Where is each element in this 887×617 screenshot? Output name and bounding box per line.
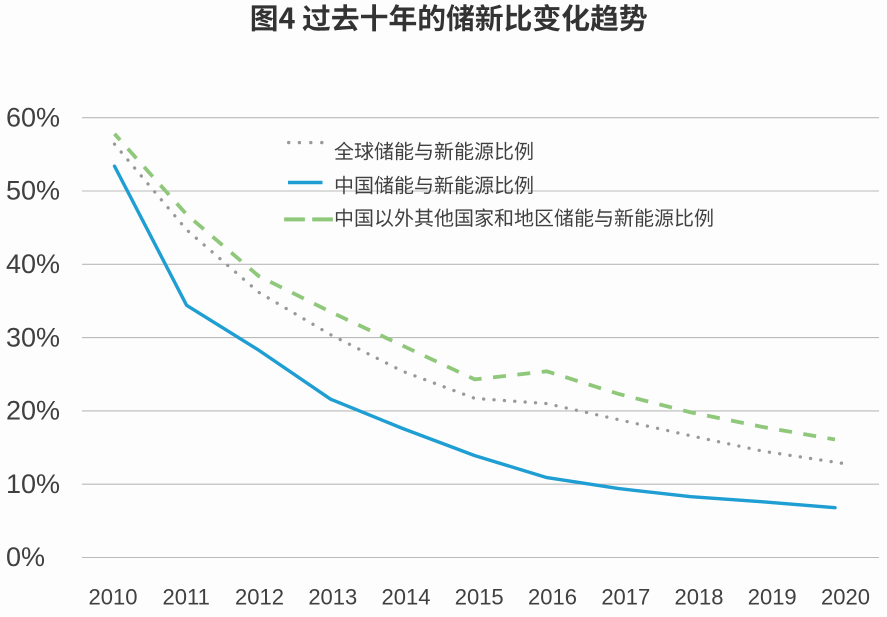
svg-text:2011: 2011 — [163, 585, 210, 610]
svg-text:2014: 2014 — [382, 585, 431, 610]
svg-text:2017: 2017 — [601, 585, 650, 610]
svg-text:0%: 0% — [6, 542, 45, 572]
svg-text:2020: 2020 — [821, 585, 870, 610]
svg-text:20%: 20% — [6, 396, 60, 426]
svg-text:10%: 10% — [6, 469, 60, 499]
svg-text:2013: 2013 — [308, 585, 357, 610]
svg-text:2015: 2015 — [455, 585, 504, 610]
svg-text:2010: 2010 — [89, 585, 138, 610]
svg-text:2012: 2012 — [235, 585, 284, 610]
svg-text:2018: 2018 — [675, 585, 724, 610]
svg-text:50%: 50% — [6, 176, 60, 206]
svg-text:40%: 40% — [6, 249, 60, 279]
svg-text:2019: 2019 — [748, 585, 797, 610]
svg-text:60%: 60% — [6, 102, 60, 132]
svg-text:2016: 2016 — [528, 585, 577, 610]
svg-text:30%: 30% — [6, 322, 60, 352]
